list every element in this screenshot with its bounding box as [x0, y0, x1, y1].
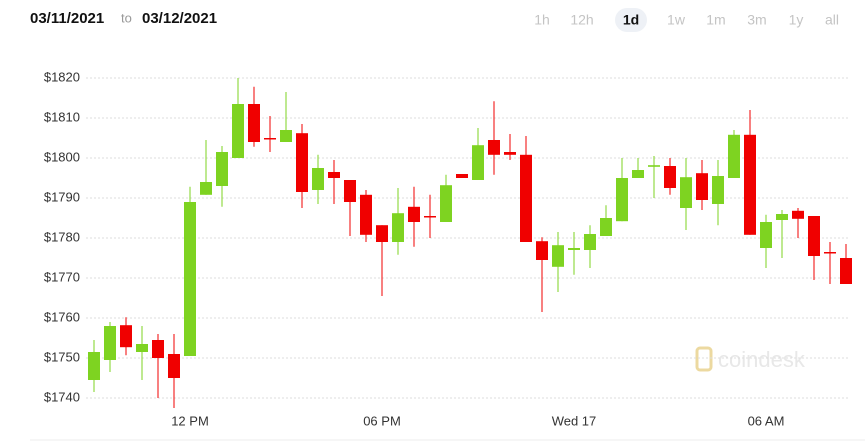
candle-body: [120, 325, 132, 348]
candle-body: [376, 225, 388, 242]
candle-body: [824, 252, 836, 254]
candle-body: [312, 168, 324, 190]
candle-body: [456, 174, 468, 178]
range-button[interactable]: 1d: [623, 12, 639, 28]
y-tick-label: $1800: [44, 149, 80, 164]
candle-body: [584, 234, 596, 250]
range-selected-bg: [615, 8, 647, 32]
y-tick-label: $1820: [44, 69, 80, 84]
candle-body: [216, 152, 228, 186]
candle-body: [600, 218, 612, 236]
range-button[interactable]: 1y: [789, 12, 804, 28]
watermark: coindesk: [718, 347, 806, 372]
candle-body: [152, 340, 164, 358]
candle-body: [648, 165, 660, 167]
candle-body: [840, 258, 852, 284]
candle-body: [264, 138, 276, 140]
candle-body: [472, 145, 484, 180]
candle-body: [408, 206, 420, 222]
candle-body: [552, 245, 564, 267]
candle-body: [728, 134, 740, 178]
candle-body: [200, 182, 212, 195]
candle-body: [632, 170, 644, 178]
candle-body: [344, 180, 356, 202]
x-tick-label: 12 PM: [171, 413, 209, 428]
y-tick-label: $1810: [44, 109, 80, 124]
x-tick-label: 06 AM: [748, 413, 785, 428]
candle-body: [504, 152, 516, 155]
candle-body: [392, 213, 404, 242]
candle-body: [744, 134, 756, 235]
candle-body: [792, 210, 804, 219]
y-tick-label: $1770: [44, 269, 80, 284]
candle-body: [760, 222, 772, 248]
range-button[interactable]: 3m: [747, 12, 766, 28]
y-tick-label: $1750: [44, 349, 80, 364]
candle-body: [248, 104, 260, 142]
candle-body: [488, 140, 500, 155]
date-from: 03/11/2021: [30, 10, 104, 27]
candle-body: [440, 185, 452, 222]
candle-body: [568, 248, 580, 250]
range-selector: 1h 12h 1d 1w 1m 3m 1y all: [534, 8, 839, 32]
candle-body: [184, 202, 196, 356]
range-button[interactable]: 1m: [706, 12, 725, 28]
candle-body: [136, 344, 148, 352]
candle-body: [424, 216, 436, 218]
range-button[interactable]: 1w: [667, 12, 686, 28]
candle-body: [664, 166, 676, 188]
date-to: 03/12/2021: [142, 10, 217, 27]
y-tick-label: $1760: [44, 309, 80, 324]
candle-body: [88, 352, 100, 380]
candle-body: [520, 154, 532, 242]
candle-body: [680, 177, 692, 208]
candle-body: [104, 326, 116, 360]
candle-body: [328, 172, 340, 178]
candle-body: [296, 133, 308, 192]
y-tick-label: $1780: [44, 229, 80, 244]
candle-body: [536, 241, 548, 260]
date-sep: to: [121, 10, 132, 25]
candle-body: [776, 214, 788, 220]
candle-body: [712, 176, 724, 204]
y-tick-label: $1790: [44, 189, 80, 204]
candle-body: [280, 130, 292, 142]
x-tick-label: Wed 17: [552, 413, 597, 428]
candle-body: [696, 173, 708, 200]
candle-body: [808, 216, 820, 256]
candle-body: [168, 354, 180, 378]
y-tick-label: $1740: [44, 389, 80, 404]
candle-body: [360, 194, 372, 235]
range-button[interactable]: all: [825, 12, 839, 28]
range-button[interactable]: 1h: [534, 12, 550, 28]
candle-body: [232, 104, 244, 158]
x-tick-label: 06 PM: [363, 413, 401, 428]
candle-body: [616, 178, 628, 222]
range-button[interactable]: 12h: [570, 12, 593, 28]
watermark-logo: [695, 346, 713, 372]
